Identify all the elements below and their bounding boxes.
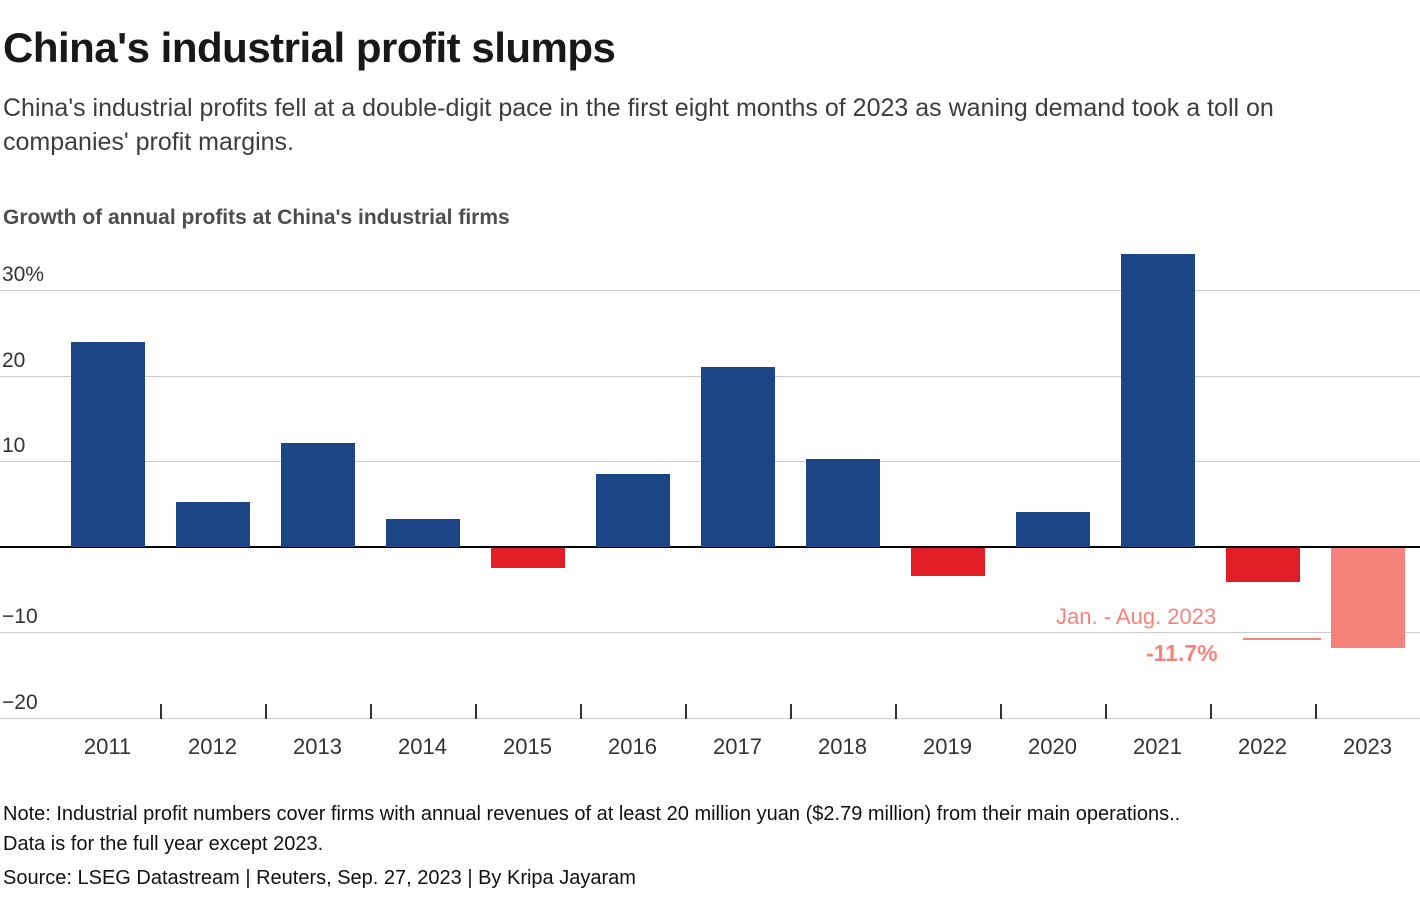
x-axis-tick <box>895 703 897 719</box>
x-axis-label: 2015 <box>503 733 552 759</box>
x-axis-label: 2018 <box>818 733 867 759</box>
x-axis-label: 2017 <box>713 733 762 759</box>
x-axis-label: 2016 <box>608 733 657 759</box>
x-axis-tick <box>685 703 687 719</box>
x-axis-tick <box>1105 703 1107 719</box>
gridline <box>0 290 1420 292</box>
x-axis-label: 2011 <box>83 733 132 759</box>
bar-2011 <box>70 341 145 547</box>
bar-chart: Jan. - Aug. 2023 -11.7% 30% 20 10 −10 −20 201… <box>0 252 1420 759</box>
bar-2022 <box>1225 547 1300 583</box>
bar-2020 <box>1015 511 1090 547</box>
bar-2021 <box>1120 253 1195 547</box>
y-axis-label: −20 <box>2 690 38 714</box>
bar-2014 <box>385 518 460 547</box>
x-axis-tick <box>790 703 792 719</box>
x-axis-tick <box>1000 703 1002 719</box>
x-axis-label: 2019 <box>923 733 972 759</box>
gridline <box>0 632 1420 634</box>
annotation-value: -11.7% <box>1146 639 1218 666</box>
x-axis-label: 2013 <box>293 733 342 759</box>
subtitle: China's industrial profits fell at a dou… <box>3 94 1274 156</box>
bar-2017 <box>700 367 775 547</box>
bar-2016 <box>595 474 670 547</box>
page-title: China's industrial profit slumps <box>3 24 616 71</box>
y-axis-label: 10 <box>2 434 26 458</box>
bar-2015 <box>490 547 565 568</box>
x-axis-label: 2021 <box>1133 733 1182 759</box>
x-axis-tick <box>370 703 372 719</box>
y-axis-label: 30% <box>2 263 45 287</box>
x-axis-label: 2023 <box>1343 733 1392 759</box>
x-axis-tick <box>1210 703 1212 719</box>
x-axis-tick <box>580 703 582 719</box>
x-axis-label: 2022 <box>1238 733 1287 759</box>
bar-2019 <box>910 547 985 577</box>
note-line-2: Data is for the full year except 2023. <box>3 832 324 855</box>
bar-2013 <box>280 442 355 547</box>
x-axis-tick <box>1315 703 1317 719</box>
source-line: Source: LSEG Datastream | Reuters, Sep. … <box>3 867 636 890</box>
note-line-1: Note: Industrial profit numbers cover fi… <box>3 803 1181 825</box>
bar-2012 <box>175 501 250 547</box>
gridline <box>0 717 1420 719</box>
x-axis-label: 2012 <box>188 733 237 759</box>
x-axis-tick <box>475 703 477 719</box>
bar-2018 <box>805 458 880 547</box>
x-axis-label: 2020 <box>1028 733 1077 759</box>
footer-notes: Note: Industrial profit numbers cover fi… <box>3 800 1180 894</box>
x-axis-tick <box>265 703 267 719</box>
zero-axis-line <box>0 545 1420 548</box>
x-axis-tick <box>160 703 162 719</box>
y-axis-label: −10 <box>2 605 38 629</box>
chart-title: Growth of annual profits at China's indu… <box>3 205 510 229</box>
annotation-label: Jan. - Aug. 2023 <box>1056 603 1217 629</box>
annotation-pointer-line <box>1243 637 1321 640</box>
y-axis-label: 20 <box>2 348 26 372</box>
x-axis-label: 2014 <box>398 733 447 759</box>
bar-2023 <box>1330 547 1405 649</box>
